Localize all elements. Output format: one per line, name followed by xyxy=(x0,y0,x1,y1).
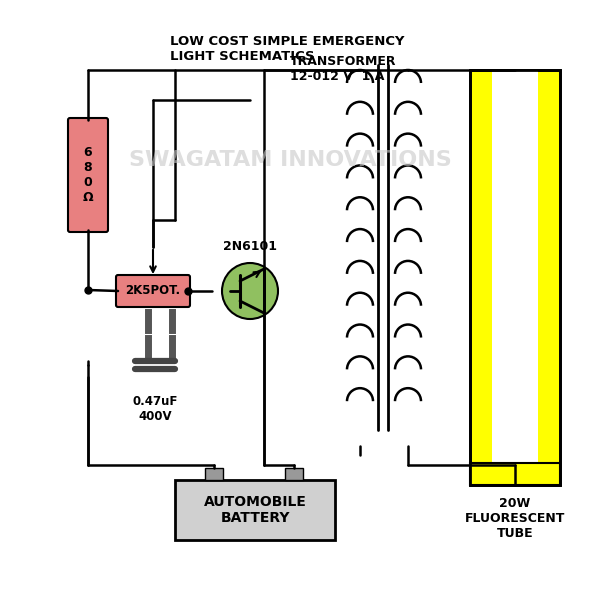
Bar xyxy=(470,463,560,485)
Bar xyxy=(492,70,538,463)
Text: SWAGATAM INNOVATIONS: SWAGATAM INNOVATIONS xyxy=(128,150,451,170)
Bar xyxy=(205,468,223,480)
Bar xyxy=(470,70,560,485)
Text: 20W
FLUORESCENT
TUBE: 20W FLUORESCENT TUBE xyxy=(465,497,565,540)
Bar xyxy=(470,70,560,485)
Text: LOW COST SIMPLE EMERGENCY
LIGHT SCHEMATICS: LOW COST SIMPLE EMERGENCY LIGHT SCHEMATI… xyxy=(170,35,404,63)
Text: TRANSFORMER
12-012 V  1 A: TRANSFORMER 12-012 V 1 A xyxy=(290,55,397,83)
FancyBboxPatch shape xyxy=(116,275,190,307)
Text: AUTOMOBILE
BATTERY: AUTOMOBILE BATTERY xyxy=(203,495,307,525)
Text: 2K5POT.: 2K5POT. xyxy=(125,284,181,298)
FancyBboxPatch shape xyxy=(68,118,108,232)
Circle shape xyxy=(222,263,278,319)
Text: 0.47uF
400V: 0.47uF 400V xyxy=(133,395,178,423)
Text: 6
8
0
Ω: 6 8 0 Ω xyxy=(83,146,94,204)
Bar xyxy=(175,480,335,540)
Bar xyxy=(285,468,303,480)
Text: 2N6101: 2N6101 xyxy=(223,240,277,253)
